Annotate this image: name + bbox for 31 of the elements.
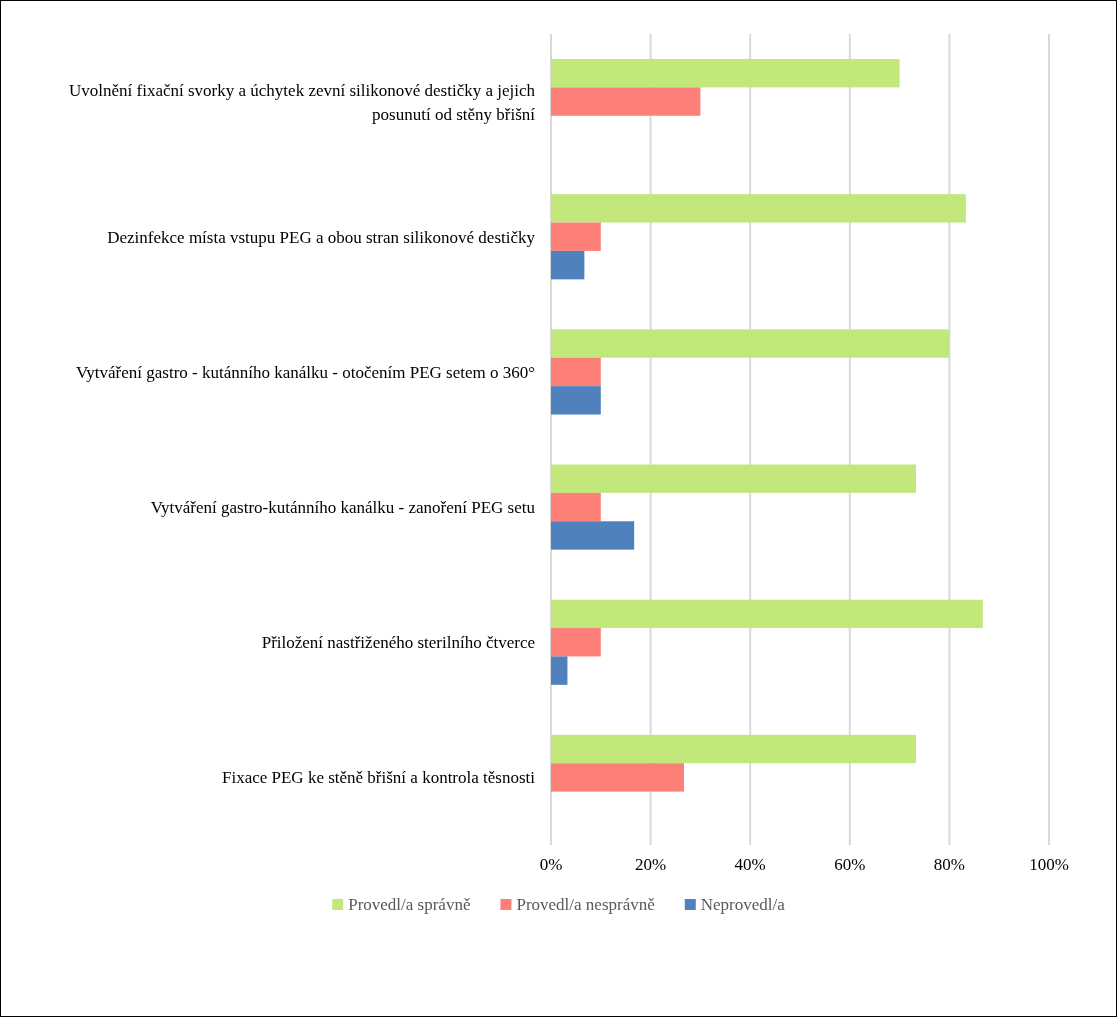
legend-label: Provedl/a nesprávně bbox=[516, 895, 655, 914]
y-tick-label: Vytváření gastro - kutánního kanálku - otočením PEG setem o 360° bbox=[75, 362, 535, 382]
legend-label: Neprovedl/a bbox=[700, 895, 786, 914]
y-tick-label: Vytváření gastro-kutánního kanálku - zanoření PEG setu bbox=[150, 498, 536, 518]
x-tick-label: 100% bbox=[1029, 855, 1069, 874]
y-tick-label: Přiložení nastřiženého sterilního čtverce bbox=[261, 633, 535, 653]
bar bbox=[551, 628, 601, 657]
bar bbox=[551, 464, 917, 493]
y-tick-label: Fixace PEG ke stěně břišní a kontrola těsnosti bbox=[221, 768, 536, 788]
bar bbox=[551, 734, 917, 764]
x-tick-label: 40% bbox=[734, 855, 766, 874]
bar bbox=[551, 656, 568, 685]
bar bbox=[551, 250, 585, 280]
bar bbox=[551, 357, 601, 387]
bar bbox=[551, 87, 701, 116]
y-tick-label: Uvolnění fixační svorky a úchytek zevní silikonové destičky a jejich posunutí od stěny břišní bbox=[69, 80, 536, 124]
legend-label: Provedl/a správně bbox=[348, 895, 471, 914]
bar bbox=[551, 194, 966, 223]
bar bbox=[551, 492, 601, 522]
x-tick-label: 80% bbox=[933, 855, 965, 874]
bar bbox=[551, 521, 635, 550]
bar bbox=[551, 599, 983, 629]
bar bbox=[551, 329, 950, 358]
bar bbox=[551, 763, 684, 792]
x-tick-label: 60% bbox=[834, 855, 866, 874]
bar bbox=[551, 222, 601, 251]
x-tick-label: 0% bbox=[539, 855, 563, 874]
x-tick-label: 20% bbox=[635, 855, 667, 874]
y-tick-label: Dezinfekce místa vstupu PEG a obou stran silikonové destičky bbox=[107, 227, 536, 247]
bar bbox=[551, 59, 900, 88]
bar bbox=[551, 386, 601, 415]
